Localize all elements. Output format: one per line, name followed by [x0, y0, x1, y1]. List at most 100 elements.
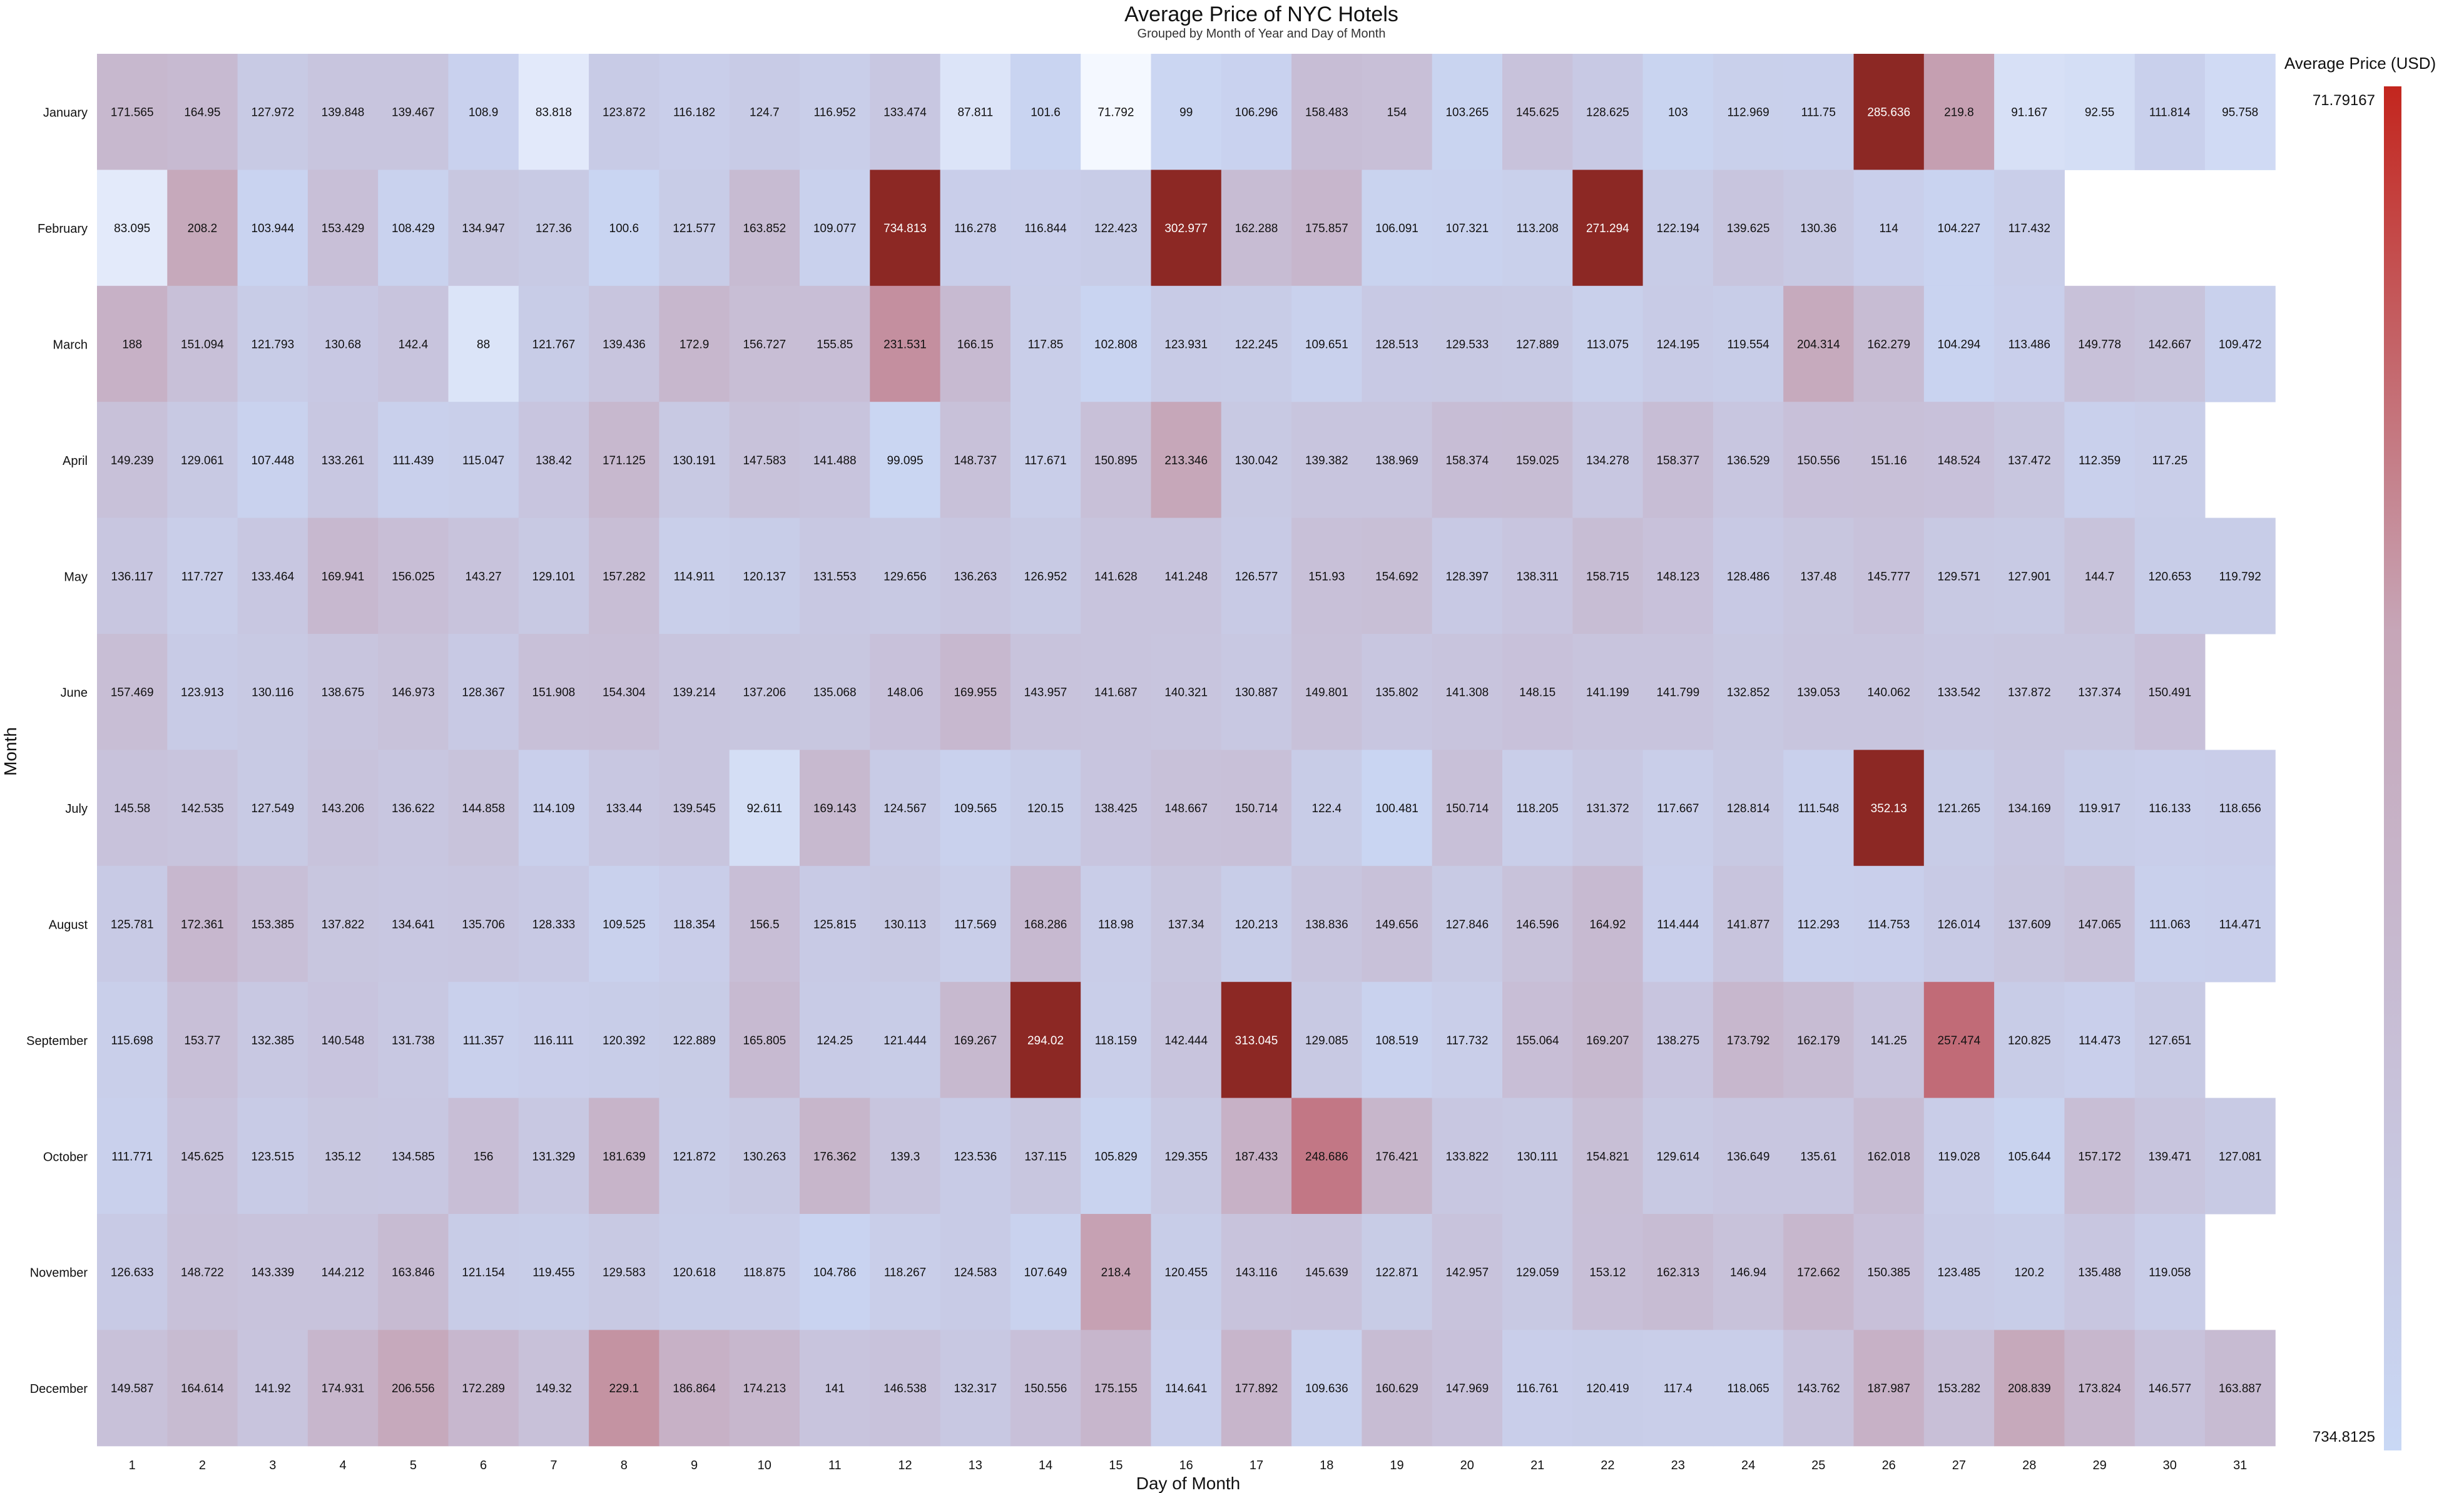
heatmap-cell — [1151, 634, 1222, 750]
cell-value-label: 175.155 — [1094, 1382, 1138, 1395]
cell-value-label: 114.471 — [2219, 919, 2261, 932]
cell-value-label: 103.944 — [251, 222, 294, 235]
cell-value-label: 137.374 — [2078, 686, 2121, 700]
heatmap-cell — [589, 750, 659, 867]
heatmap-cell — [2064, 54, 2136, 170]
cell-value-label: 106.296 — [1235, 106, 1278, 120]
cell-value-label: 130.36 — [1800, 222, 1836, 235]
cell-value-label: 136.622 — [392, 802, 435, 815]
heatmap-cell — [1713, 634, 1784, 750]
cell-value-label: 111.548 — [1798, 802, 1839, 815]
heatmap-cell — [1994, 170, 2065, 287]
month-label: December — [30, 1382, 88, 1396]
heatmap-cell — [940, 285, 1011, 402]
cell-value-label: 118.205 — [1517, 802, 1559, 815]
heatmap-cell — [1783, 750, 1854, 867]
heatmap-cell — [518, 517, 589, 634]
cell-value-label: 126.577 — [1235, 570, 1278, 583]
cell-value-label: 158.377 — [1656, 454, 1699, 467]
cell-value-label: 111.814 — [2149, 106, 2191, 120]
cell-value-label: 144.212 — [322, 1266, 365, 1280]
cell-value-label: 143.957 — [1024, 686, 1067, 700]
day-label: 9 — [691, 1459, 698, 1472]
heatmap-cell — [589, 285, 659, 402]
day-label: 22 — [1601, 1459, 1614, 1472]
heatmap-cell — [1783, 634, 1854, 750]
cell-value-label: 734.813 — [883, 222, 927, 235]
cell-value-label: 124.7 — [750, 106, 780, 120]
heatmap-cell — [1432, 1098, 1503, 1215]
cell-value-label: 142.535 — [181, 802, 224, 815]
heatmap-cell — [1853, 1098, 1925, 1215]
heatmap-cell — [800, 54, 870, 170]
day-label: 15 — [1109, 1459, 1123, 1472]
cell-value-label: 158.374 — [1445, 454, 1489, 467]
cell-value-label: 140.321 — [1164, 686, 1208, 700]
cell-value-label: 163.846 — [392, 1266, 435, 1280]
cell-value-label: 121.265 — [1938, 802, 1981, 815]
cell-value-label: 119.554 — [1727, 339, 1769, 352]
heatmap-cell — [1713, 1214, 1784, 1330]
heatmap-cell — [448, 865, 519, 982]
cell-value-label: 149.778 — [2078, 339, 2121, 352]
cell-value-label: 139.471 — [2148, 1150, 2191, 1163]
heatmap-cell — [589, 982, 659, 1099]
heatmap-cell — [940, 54, 1011, 170]
heatmap-cell — [1642, 1330, 1714, 1447]
heatmap-cell — [2205, 1098, 2276, 1215]
heatmap-cell — [1221, 1098, 1292, 1215]
heatmap-cell — [659, 54, 730, 170]
heatmap-cell — [1362, 750, 1433, 867]
cell-value-label: 148.737 — [954, 454, 997, 467]
heatmap-cell — [1994, 1330, 2065, 1447]
cell-value-label: 108.429 — [392, 222, 435, 235]
cell-value-label: 123.872 — [603, 106, 646, 120]
heatmap-cell — [1221, 517, 1292, 634]
heatmap-cell — [1221, 402, 1292, 519]
cell-value-label: 127.972 — [251, 106, 294, 120]
heatmap-cell — [307, 1098, 379, 1215]
cell-value-label: 148.524 — [1938, 454, 1981, 467]
cell-value-label: 114 — [1880, 222, 1899, 235]
heatmap-cell — [1783, 1214, 1854, 1330]
heatmap-cell — [97, 285, 168, 402]
cell-value-label: 302.977 — [1164, 222, 1208, 235]
heatmap-cell — [167, 402, 238, 519]
heatmap-cell — [1642, 1098, 1714, 1215]
heatmap-cell — [1783, 285, 1854, 402]
cell-value-label: 123.931 — [1164, 339, 1208, 352]
heatmap-cell — [1151, 750, 1222, 867]
heatmap-cell — [1362, 634, 1433, 750]
heatmap-cell — [1572, 865, 1644, 982]
heatmap-cell — [1010, 285, 1081, 402]
cell-value-label: 131.329 — [532, 1150, 576, 1163]
heatmap-cell — [97, 1214, 168, 1330]
cell-value-label: 151.094 — [181, 339, 224, 352]
cell-value-label: 114.753 — [1868, 919, 1910, 932]
cell-value-label: 128.333 — [532, 919, 576, 932]
cell-value-label: 117.432 — [2008, 222, 2050, 235]
cell-value-label: 128.625 — [1586, 106, 1629, 120]
heatmap-cell — [1713, 865, 1784, 982]
heatmap-cell — [1010, 865, 1081, 982]
cell-value-label: 118.159 — [1095, 1034, 1137, 1047]
cell-value-label: 121.577 — [673, 222, 716, 235]
heatmap-cell — [870, 1098, 941, 1215]
cell-value-label: 83.818 — [536, 106, 572, 120]
cell-value-label: 120.653 — [2148, 570, 2191, 583]
cell-value-label: 104.294 — [1938, 339, 1981, 352]
heatmap-cell — [1994, 54, 2065, 170]
cell-value-label: 156 — [474, 1150, 494, 1163]
cell-value-label: 105.644 — [2008, 1150, 2051, 1163]
heatmap-cell — [940, 170, 1011, 287]
cell-value-label: 143.27 — [466, 570, 502, 583]
cell-value-label: 118.656 — [2219, 802, 2261, 815]
heatmap-cell — [589, 402, 659, 519]
heatmap-cell — [1713, 285, 1784, 402]
cell-value-label: 129.533 — [1445, 339, 1489, 352]
cell-value-label: 141.199 — [1586, 686, 1629, 700]
heatmap-cell — [237, 1330, 308, 1447]
cell-value-label: 132.852 — [1727, 686, 1770, 700]
cell-value-label: 128.486 — [1727, 570, 1770, 583]
heatmap-cell — [1221, 1330, 1292, 1447]
